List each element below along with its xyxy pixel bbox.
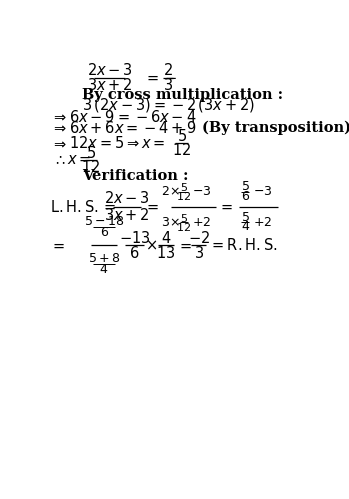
Text: $5$: $5$ [177, 128, 187, 144]
Text: $3\,(2x-3) = -2\,(3x+2)$: $3\,(2x-3) = -2\,(3x+2)$ [82, 96, 255, 114]
Text: $5$: $5$ [180, 181, 188, 193]
Text: $4$: $4$ [240, 221, 250, 234]
Text: $= -$: $= -$ [144, 70, 178, 85]
Text: By cross multiplication :: By cross multiplication : [82, 87, 283, 101]
Text: $12$: $12$ [176, 190, 191, 202]
Text: $5$: $5$ [180, 212, 188, 224]
Text: $5$: $5$ [241, 181, 250, 194]
Text: $\Rightarrow$: $\Rightarrow$ [51, 136, 68, 150]
Text: $= \mathrm{R.H.S.}$: $= \mathrm{R.H.S.}$ [209, 238, 278, 253]
Text: $6$: $6$ [240, 190, 250, 203]
Text: (By transposition): (By transposition) [202, 120, 349, 135]
Text: $3x+2$: $3x+2$ [104, 208, 149, 224]
Text: $2$: $2$ [163, 62, 173, 78]
Text: $5$: $5$ [86, 145, 96, 161]
Text: $5-18$: $5-18$ [84, 215, 124, 228]
Text: $6x + 6x = -4 + 9$: $6x + 6x = -4 + 9$ [69, 120, 196, 136]
Text: $=$: $=$ [50, 239, 65, 252]
Text: $6x - 9 = -6x - 4$: $6x - 9 = -6x - 4$ [69, 109, 196, 125]
Text: $-3$: $-3$ [253, 185, 272, 198]
Text: $-3$: $-3$ [192, 185, 212, 198]
Text: $4$: $4$ [161, 230, 171, 246]
Text: $6$: $6$ [99, 226, 109, 239]
Text: $2\!\times$: $2\!\times$ [162, 185, 180, 198]
Text: $12$: $12$ [81, 159, 101, 175]
Text: $3$: $3$ [163, 77, 173, 93]
Text: $12$: $12$ [172, 142, 191, 158]
Text: $4$: $4$ [99, 263, 109, 276]
Text: $-2$: $-2$ [187, 230, 210, 246]
Text: $2x-3$: $2x-3$ [87, 62, 133, 78]
Text: $+2$: $+2$ [253, 216, 272, 229]
Text: $3x+2$: $3x+2$ [87, 77, 132, 93]
Text: $12x = 5 \Rightarrow x =$: $12x = 5 \Rightarrow x =$ [69, 135, 166, 151]
Text: $-13$: $-13$ [119, 230, 150, 246]
Text: $13$: $13$ [156, 245, 176, 261]
Text: $\therefore$: $\therefore$ [53, 153, 66, 167]
Text: $+2$: $+2$ [192, 216, 211, 229]
Text: $12$: $12$ [176, 221, 191, 233]
Text: $2x-3$: $2x-3$ [104, 191, 149, 207]
Text: $\Rightarrow$: $\Rightarrow$ [51, 121, 68, 135]
Text: $=$: $=$ [177, 239, 192, 252]
Text: $3\!\times$: $3\!\times$ [162, 216, 180, 229]
Text: Verification :: Verification : [82, 169, 189, 183]
Text: $\times$: $\times$ [145, 239, 157, 252]
Text: $x =$: $x =$ [67, 153, 91, 167]
Text: $5+8$: $5+8$ [88, 252, 120, 265]
Text: $5$: $5$ [241, 211, 250, 224]
Text: $6$: $6$ [129, 245, 140, 261]
Text: $3$: $3$ [194, 245, 203, 261]
Text: $\Rightarrow$: $\Rightarrow$ [51, 110, 68, 124]
Text: $=$: $=$ [218, 200, 233, 214]
Text: $\mathrm{L.H.S.} =$: $\mathrm{L.H.S.} =$ [50, 199, 116, 215]
Text: $=$: $=$ [143, 200, 159, 214]
